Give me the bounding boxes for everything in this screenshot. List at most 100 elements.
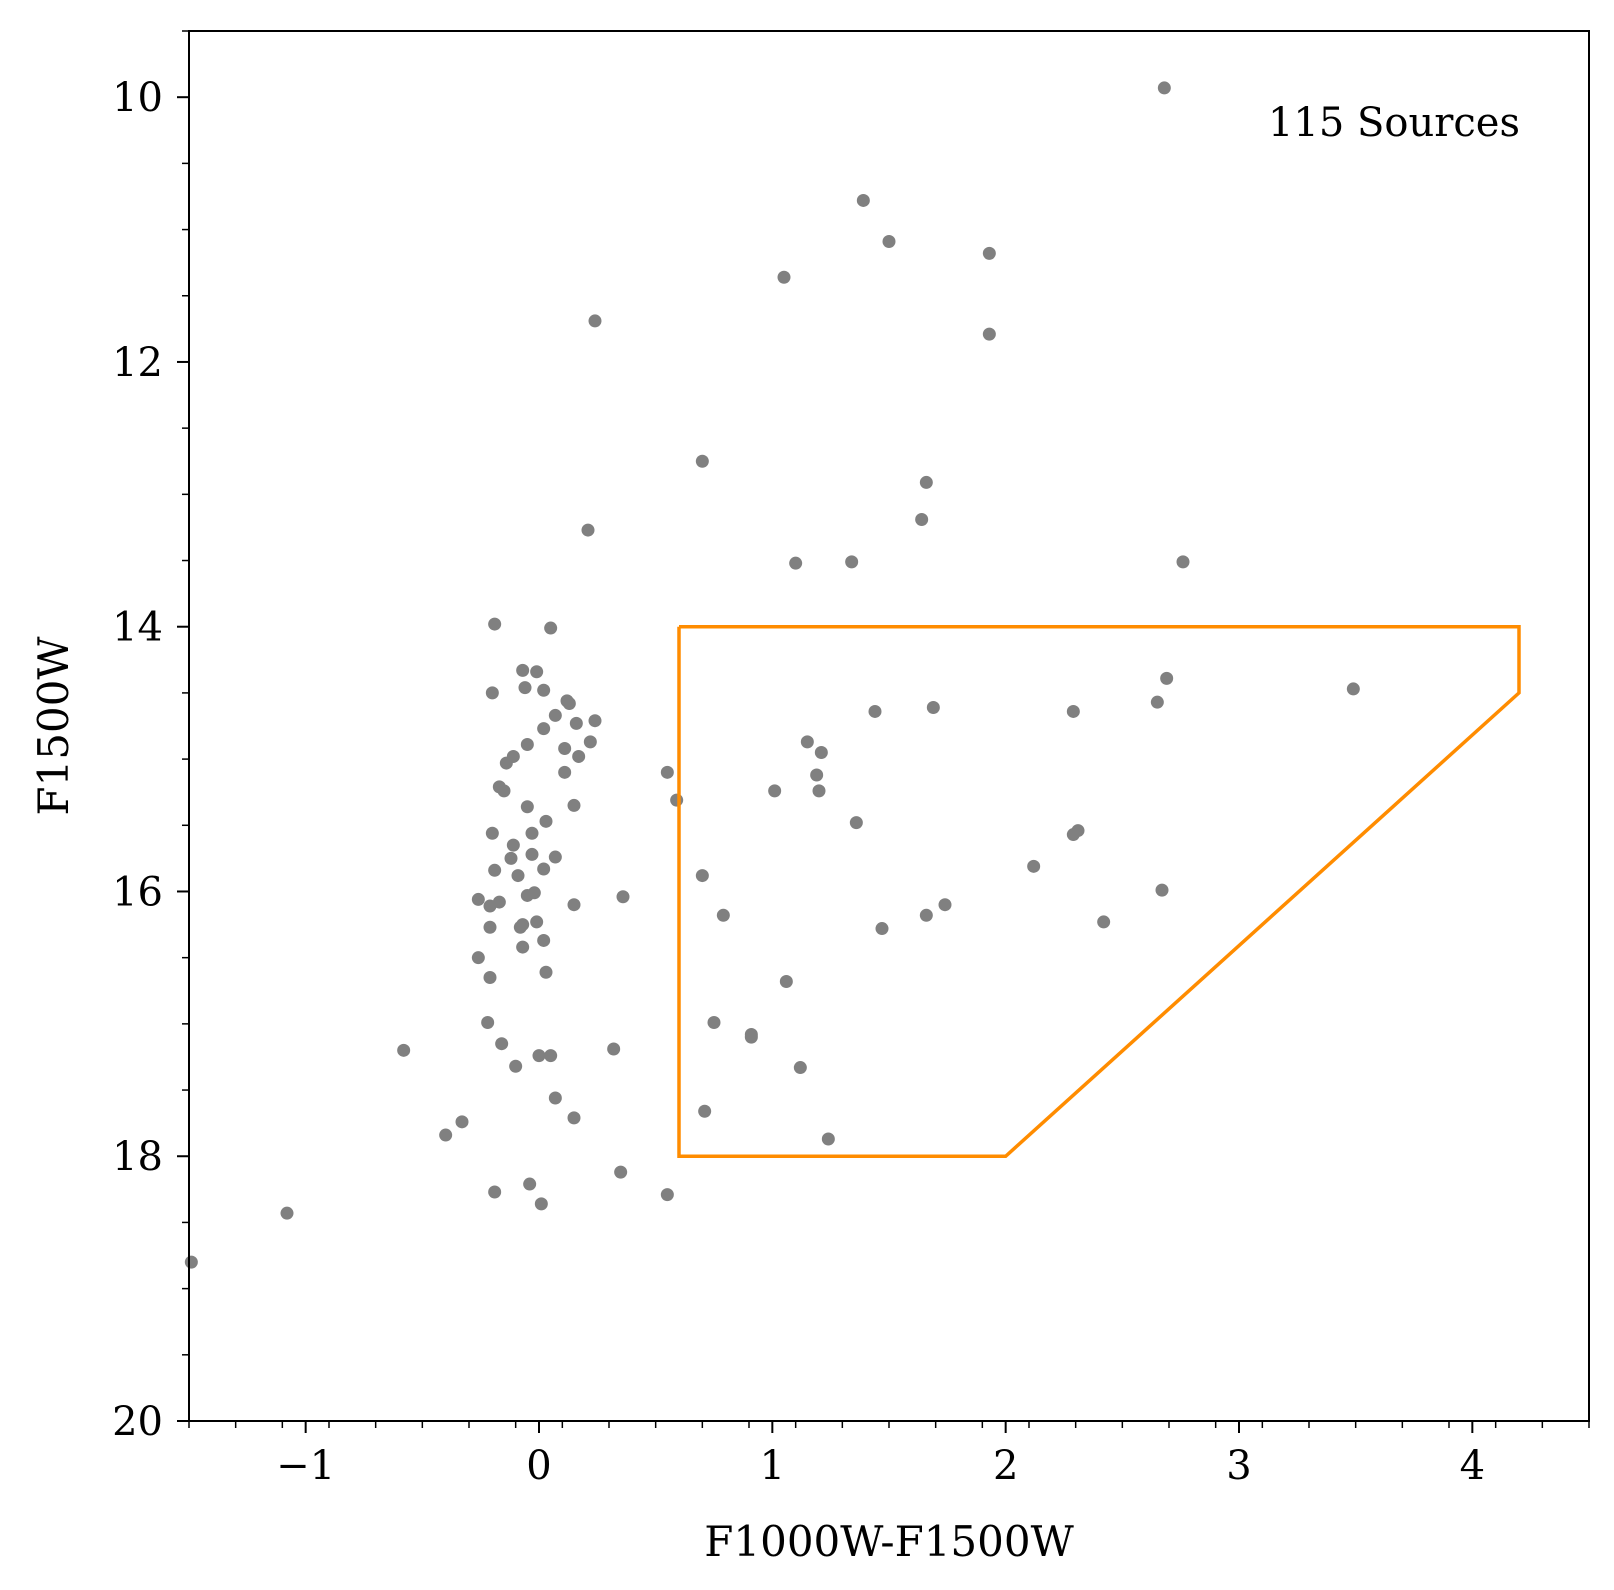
- data-point: [532, 1049, 546, 1063]
- data-point: [455, 1115, 469, 1129]
- data-point: [520, 888, 534, 902]
- data-point: [497, 784, 511, 798]
- data-point: [1066, 828, 1080, 842]
- data-point: [520, 738, 534, 752]
- data-point: [849, 816, 863, 830]
- data-point: [716, 908, 730, 922]
- data-point: [695, 454, 709, 468]
- data-point: [523, 1177, 537, 1191]
- data-point: [800, 735, 814, 749]
- y-axis-label: F1500W: [29, 636, 78, 816]
- data-point: [919, 908, 933, 922]
- data-point: [525, 826, 539, 840]
- data-point: [660, 1188, 674, 1202]
- x-axis-label: F1000W-F1500W: [704, 1517, 1074, 1566]
- data-point: [530, 665, 544, 679]
- data-point: [530, 915, 544, 929]
- data-point: [488, 617, 502, 631]
- data-point: [875, 922, 889, 936]
- data-point: [548, 708, 562, 722]
- data-point: [537, 933, 551, 947]
- data-point: [534, 1197, 548, 1211]
- data-point: [516, 940, 530, 954]
- data-point: [1066, 704, 1080, 718]
- data-point: [511, 869, 525, 883]
- y-tick-label: 18: [112, 1134, 163, 1180]
- data-point: [1155, 883, 1169, 897]
- data-point: [581, 523, 595, 537]
- y-tick-label: 10: [112, 75, 163, 121]
- data-point: [814, 745, 828, 759]
- data-point: [518, 681, 532, 695]
- x-tick-label: 2: [993, 1443, 1018, 1489]
- data-point: [483, 971, 497, 985]
- data-point: [558, 742, 572, 756]
- data-point: [1150, 695, 1164, 709]
- data-point: [520, 800, 534, 814]
- data-point: [698, 1104, 712, 1118]
- data-point: [439, 1128, 453, 1142]
- data-point: [572, 749, 586, 763]
- data-point: [544, 1049, 558, 1063]
- data-point: [506, 838, 520, 852]
- data-point: [562, 696, 576, 710]
- data-point: [558, 765, 572, 779]
- y-axis-ticks: 10 12 14 16 18 20: [112, 30, 189, 1445]
- data-point: [509, 1059, 523, 1073]
- data-point: [495, 1037, 509, 1051]
- data-point: [537, 722, 551, 736]
- data-point: [588, 714, 602, 728]
- data-point: [777, 270, 791, 284]
- data-point: [567, 1111, 581, 1125]
- x-tick-label: 0: [526, 1443, 551, 1489]
- x-tick-label: 3: [1226, 1443, 1251, 1489]
- data-point: [868, 704, 882, 718]
- data-point: [588, 314, 602, 328]
- data-point: [1027, 859, 1041, 873]
- data-point: [525, 847, 539, 861]
- data-point: [707, 1016, 721, 1030]
- data-point: [539, 965, 553, 979]
- data-point: [810, 768, 824, 782]
- data-point: [544, 621, 558, 635]
- data-point: [812, 784, 826, 798]
- data-point: [485, 826, 499, 840]
- data-point: [537, 862, 551, 876]
- data-point: [1346, 682, 1360, 696]
- data-point: [488, 1185, 502, 1199]
- data-point: [483, 920, 497, 934]
- x-tick-label: −1: [276, 1443, 335, 1489]
- data-point: [481, 1016, 495, 1030]
- data-point: [695, 869, 709, 883]
- data-point: [539, 814, 553, 828]
- data-point: [513, 920, 527, 934]
- data-point: [789, 556, 803, 570]
- data-point: [882, 234, 896, 248]
- data-point: [184, 1255, 198, 1269]
- data-point: [567, 798, 581, 812]
- data-point: [926, 700, 940, 714]
- data-point: [1157, 81, 1171, 95]
- data-point: [670, 793, 684, 807]
- data-point: [397, 1043, 411, 1057]
- data-point: [1160, 671, 1174, 685]
- data-point: [488, 863, 502, 877]
- data-point: [471, 951, 485, 965]
- data-point: [483, 899, 497, 913]
- y-tick-label: 14: [112, 605, 163, 651]
- y-tick-label: 12: [112, 340, 163, 386]
- data-point: [821, 1132, 835, 1146]
- data-point: [982, 327, 996, 341]
- data-point: [856, 193, 870, 207]
- data-point: [616, 890, 630, 904]
- data-point: [516, 663, 530, 677]
- data-point: [280, 1206, 294, 1220]
- data-point: [919, 475, 933, 489]
- data-point: [548, 850, 562, 864]
- data-point: [504, 851, 518, 865]
- data-point: [744, 1030, 758, 1044]
- data-point: [779, 974, 793, 988]
- source-count-annotation: 115 Sources: [1268, 100, 1520, 146]
- x-tick-label: 1: [760, 1443, 785, 1489]
